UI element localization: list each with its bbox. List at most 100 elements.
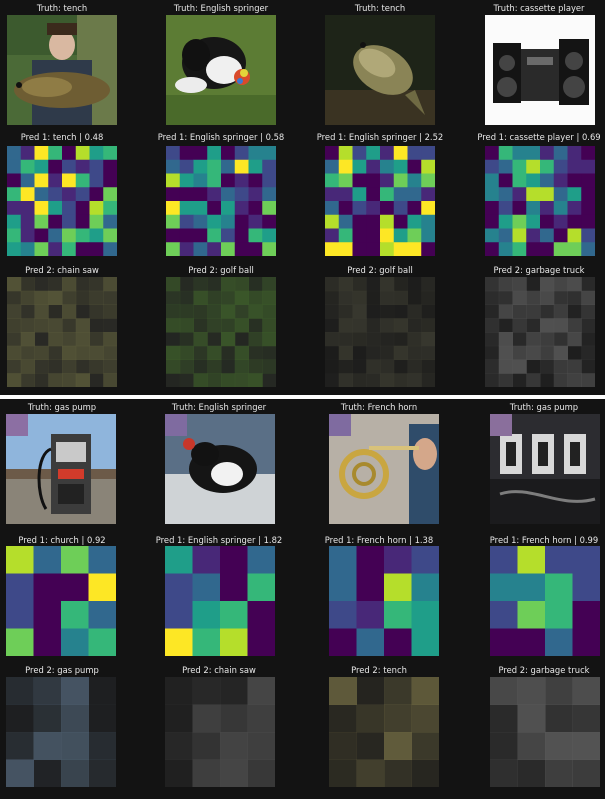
heatmap-cell: [48, 228, 63, 243]
heatmap-cell: [581, 159, 595, 174]
masked-patch: [247, 759, 275, 787]
masked-patch: [485, 345, 500, 360]
masked-patch: [407, 373, 422, 387]
heatmap-cell: [338, 146, 353, 161]
masked-patch: [545, 704, 573, 733]
heatmap-cell: [485, 201, 500, 216]
masked-patch: [234, 304, 249, 319]
truth-title: Truth: English springer: [171, 402, 267, 412]
masked-patch: [48, 345, 63, 360]
heatmap-cell: [384, 573, 412, 602]
masked-patch: [33, 704, 62, 733]
masked-patch: [380, 318, 395, 333]
heatmap-cell: [192, 628, 221, 656]
heatmap-cell: [207, 173, 222, 188]
masked-patch: [103, 359, 117, 374]
masked-patch: [48, 290, 63, 305]
heatmap-cell: [581, 146, 595, 161]
masked-patch: [338, 318, 353, 333]
masked-patch: [193, 318, 208, 333]
masked-patch: [179, 345, 194, 360]
heatmap-cell: [517, 573, 546, 602]
masked-patch: [234, 290, 249, 305]
heatmap-cell: [393, 173, 408, 188]
heatmap-cell: [166, 159, 181, 174]
image-french-horn-player: [329, 414, 439, 524]
masked-patch: [498, 304, 513, 319]
heatmap-cell: [366, 242, 381, 256]
heatmap-cell: [366, 187, 381, 202]
heatmap-cell: [7, 187, 22, 202]
masked-patch: [526, 318, 541, 333]
masked-patch: [179, 359, 194, 374]
heatmap-cell: [62, 159, 77, 174]
heatmap: [485, 146, 595, 256]
masked-patch: [75, 373, 90, 387]
masked-patch: [7, 373, 22, 387]
masked-patch: [526, 304, 541, 319]
masked-patch: [325, 277, 340, 292]
heatmap-cell: [498, 242, 513, 256]
pred1-title: Pred 1: English springer | 1.82: [155, 535, 283, 545]
heatmap-cell: [485, 228, 500, 243]
masked-patch: [517, 732, 546, 760]
truth-title: Truth: French horn: [340, 402, 418, 412]
heatmap: [166, 146, 276, 256]
heatmap-cell: [193, 173, 208, 188]
heatmap-cell: [512, 159, 527, 174]
heatmap-cell: [545, 546, 573, 574]
masked-image: [485, 277, 595, 387]
masked-patch: [166, 290, 181, 305]
heatmap-cell: [62, 187, 77, 202]
masked-patch: [567, 345, 582, 360]
heatmap-cell: [234, 242, 249, 256]
masked-patch: [421, 373, 435, 387]
heatmap-cell: [103, 173, 117, 188]
heatmap-cell: [62, 214, 77, 229]
masked-patch: [20, 345, 35, 360]
heatmap-cell: [380, 159, 395, 174]
pred2-title: Pred 2: garbage truck: [493, 265, 585, 275]
heatmap-cell: [248, 214, 263, 229]
masked-patch: [366, 277, 381, 292]
heatmap-cell: [234, 214, 249, 229]
masked-patch: [517, 704, 546, 733]
masked-patch: [34, 345, 49, 360]
masked-patch: [34, 332, 49, 347]
masked-patch: [485, 332, 500, 347]
heatmap-cell: [62, 201, 77, 216]
masked-patch: [366, 290, 381, 305]
masked-patch: [407, 345, 422, 360]
heatmap-cell: [421, 159, 435, 174]
masked-patch: [88, 732, 116, 760]
masked-patch: [75, 277, 90, 292]
heatmap-cell: [20, 187, 35, 202]
masked-patch: [407, 318, 422, 333]
heatmap-cell: [20, 242, 35, 256]
heatmap-cell: [526, 201, 541, 216]
masked-patch: [221, 345, 236, 360]
masked-patch: [166, 277, 181, 292]
masked-patch: [338, 373, 353, 387]
heatmap-cell: [329, 628, 357, 656]
masked-patch: [380, 359, 395, 374]
masked-patch: [485, 290, 500, 305]
heatmap-cell: [380, 146, 395, 161]
heatmap-cell: [366, 159, 381, 174]
heatmap-cell: [192, 601, 221, 629]
masked-patch: [179, 332, 194, 347]
heatmap-cell: [75, 187, 90, 202]
heatmap-cell: [540, 201, 555, 216]
heatmap: [165, 546, 275, 656]
masked-patch: [384, 704, 412, 733]
masked-patch: [7, 318, 22, 333]
image-tench-fish: [325, 15, 435, 125]
masked-patch: [393, 277, 408, 292]
masked-patch: [61, 677, 89, 705]
masked-patch: [166, 304, 181, 319]
heatmap-cell: [7, 159, 22, 174]
heatmap-cell: [567, 146, 582, 161]
heatmap-cell: [421, 173, 435, 188]
heatmap-cell: [248, 228, 263, 243]
masked-patch: [553, 290, 568, 305]
